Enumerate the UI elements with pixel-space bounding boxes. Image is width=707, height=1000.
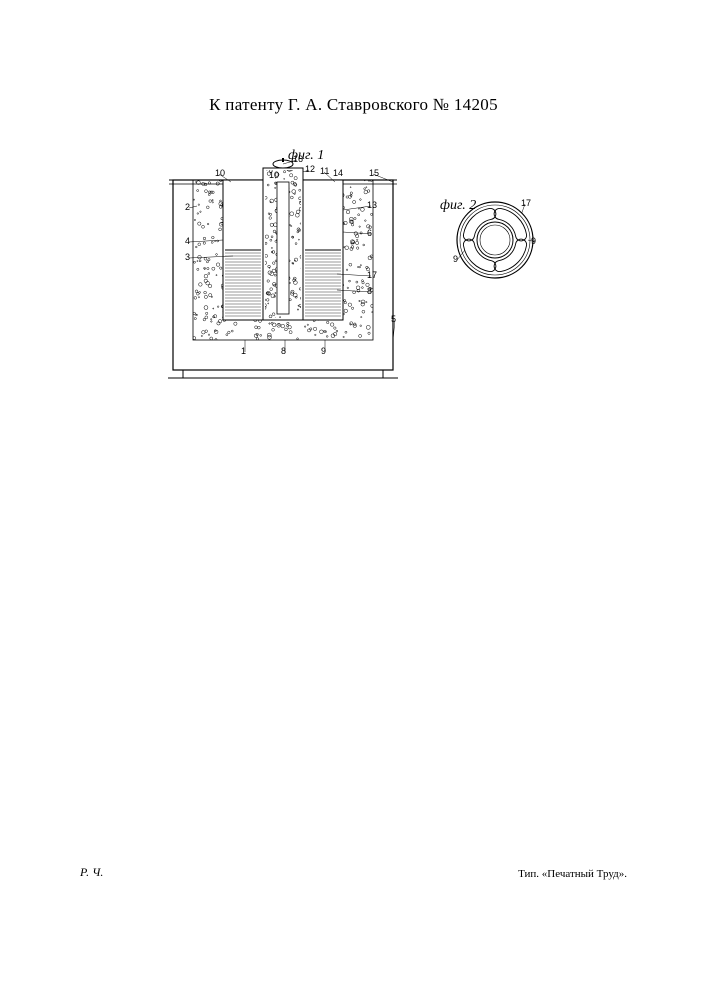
svg-text:12: 12 [305,164,315,174]
svg-text:9: 9 [453,254,458,264]
page-title: К патенту Г. А. Ставровского № 14205 [0,95,707,115]
svg-text:17: 17 [521,198,531,208]
footer-right: Тип. «Печатный Труд». [518,868,627,880]
svg-text:15: 15 [369,168,379,178]
svg-text:9: 9 [531,236,536,246]
svg-text:8: 8 [367,286,372,296]
svg-text:13: 13 [367,200,377,210]
svg-text:4: 4 [185,236,190,246]
figures-container: 1612 10 10 11 14 15 2 4 3 13 6 17 8 5 1 8 9 17 9 9 [165,150,565,390]
svg-text:14: 14 [333,168,343,178]
footer-left: Р. Ч. [80,865,103,880]
svg-text:10: 10 [269,170,279,180]
svg-text:5: 5 [391,314,396,324]
svg-text:3: 3 [185,252,190,262]
svg-text:1: 1 [241,346,246,356]
svg-text:9: 9 [321,346,326,356]
svg-text:8: 8 [281,346,286,356]
svg-text:10: 10 [215,168,225,178]
svg-text:16: 16 [293,154,303,164]
svg-text:6: 6 [367,228,372,238]
figures-svg: 1612 10 10 11 14 15 2 4 3 13 6 17 8 5 1 8 9 17 9 9 [165,150,565,390]
svg-text:17: 17 [367,270,377,280]
svg-text:2: 2 [185,202,190,212]
svg-text:11: 11 [320,166,329,176]
